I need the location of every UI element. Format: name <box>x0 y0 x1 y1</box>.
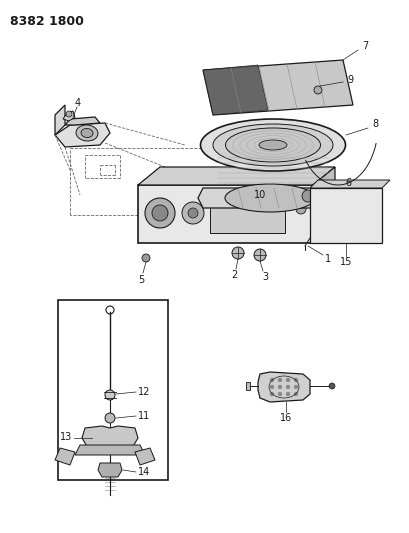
Ellipse shape <box>213 124 332 166</box>
Polygon shape <box>55 105 65 135</box>
Polygon shape <box>202 60 352 115</box>
Text: 11: 11 <box>137 411 150 421</box>
Polygon shape <box>135 448 155 465</box>
Text: 3: 3 <box>261 272 267 282</box>
Polygon shape <box>82 426 138 452</box>
Circle shape <box>142 254 150 262</box>
Text: 6: 6 <box>344 178 350 188</box>
Text: 5: 5 <box>137 275 144 285</box>
Polygon shape <box>198 188 352 208</box>
Polygon shape <box>63 111 75 121</box>
Polygon shape <box>309 180 389 188</box>
Circle shape <box>301 190 313 202</box>
Bar <box>209 193 284 233</box>
Circle shape <box>328 383 334 389</box>
Ellipse shape <box>225 184 314 212</box>
Text: 13: 13 <box>60 432 72 442</box>
Circle shape <box>277 378 281 382</box>
Circle shape <box>277 385 281 389</box>
Polygon shape <box>138 167 334 185</box>
Bar <box>58 300 168 480</box>
Text: 8382 1800: 8382 1800 <box>10 15 84 28</box>
Circle shape <box>152 205 168 221</box>
Circle shape <box>182 202 204 224</box>
Circle shape <box>145 198 175 228</box>
Ellipse shape <box>225 128 320 162</box>
Circle shape <box>270 378 273 382</box>
Circle shape <box>254 249 265 261</box>
Circle shape <box>105 413 115 423</box>
Polygon shape <box>65 117 100 125</box>
Circle shape <box>105 390 115 400</box>
Circle shape <box>188 208 198 218</box>
Polygon shape <box>98 463 122 477</box>
Text: 4: 4 <box>75 98 81 108</box>
Text: 14: 14 <box>137 467 150 477</box>
Text: 8: 8 <box>371 119 377 129</box>
Text: 1: 1 <box>324 254 330 264</box>
Polygon shape <box>55 448 75 465</box>
Text: 2: 2 <box>230 270 236 280</box>
Polygon shape <box>138 185 312 243</box>
Text: 12: 12 <box>137 387 150 397</box>
Text: 15: 15 <box>339 257 351 267</box>
Circle shape <box>313 86 321 94</box>
Circle shape <box>66 111 72 117</box>
Circle shape <box>270 392 273 396</box>
Ellipse shape <box>258 140 286 150</box>
Text: 7: 7 <box>361 41 367 51</box>
Polygon shape <box>257 372 309 402</box>
Text: 16: 16 <box>279 413 291 423</box>
Ellipse shape <box>76 125 98 141</box>
Circle shape <box>324 192 329 198</box>
Circle shape <box>285 378 289 382</box>
Circle shape <box>277 392 281 396</box>
Ellipse shape <box>81 128 93 138</box>
Text: 9: 9 <box>346 75 352 85</box>
Polygon shape <box>245 382 249 390</box>
Circle shape <box>293 385 297 389</box>
Text: 10: 10 <box>253 190 265 200</box>
Circle shape <box>327 194 333 200</box>
Circle shape <box>293 392 297 396</box>
Polygon shape <box>75 445 145 455</box>
Circle shape <box>295 204 305 214</box>
Circle shape <box>293 378 297 382</box>
Polygon shape <box>202 65 267 115</box>
Circle shape <box>285 392 289 396</box>
Polygon shape <box>309 188 381 243</box>
Circle shape <box>270 385 273 389</box>
Polygon shape <box>55 123 110 147</box>
Circle shape <box>231 247 243 259</box>
Polygon shape <box>312 167 334 243</box>
Circle shape <box>285 385 289 389</box>
Ellipse shape <box>200 119 345 171</box>
